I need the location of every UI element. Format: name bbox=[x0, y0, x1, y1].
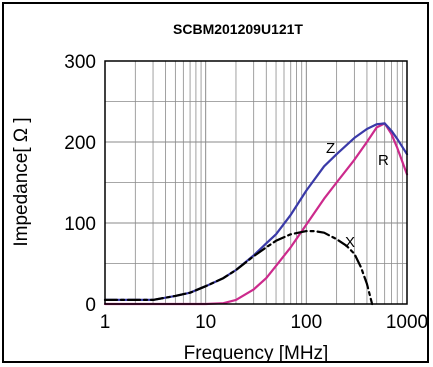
x-tick-label: 100 bbox=[290, 312, 322, 333]
x-tick-label: 1 bbox=[100, 312, 111, 333]
plot-area-border bbox=[104, 60, 408, 305]
chart-title: SCBM201209U121T bbox=[173, 21, 303, 37]
x-axis-label: Frequency [MHz] bbox=[184, 343, 329, 364]
y-tick-label: 0 bbox=[85, 295, 96, 316]
series-line-x bbox=[103, 230, 374, 306]
y-tick-label: 100 bbox=[64, 214, 96, 235]
series-line-r bbox=[103, 122, 409, 306]
series-label-x: X bbox=[345, 234, 355, 251]
x-tick-label: 1000 bbox=[386, 312, 428, 333]
y-tick-label: 300 bbox=[64, 52, 96, 73]
x-tick-label: 10 bbox=[195, 312, 216, 333]
series-label-z: Z bbox=[326, 140, 335, 157]
series-label-r: R bbox=[378, 152, 389, 169]
y-axis-label: Impedance[ Ω ] bbox=[11, 117, 32, 246]
grid-lines bbox=[105, 61, 407, 304]
y-tick-label: 200 bbox=[64, 133, 96, 154]
tick-labels: 1 10 100 1000 0 100 200 300 bbox=[64, 52, 428, 333]
series-lines bbox=[103, 122, 409, 306]
